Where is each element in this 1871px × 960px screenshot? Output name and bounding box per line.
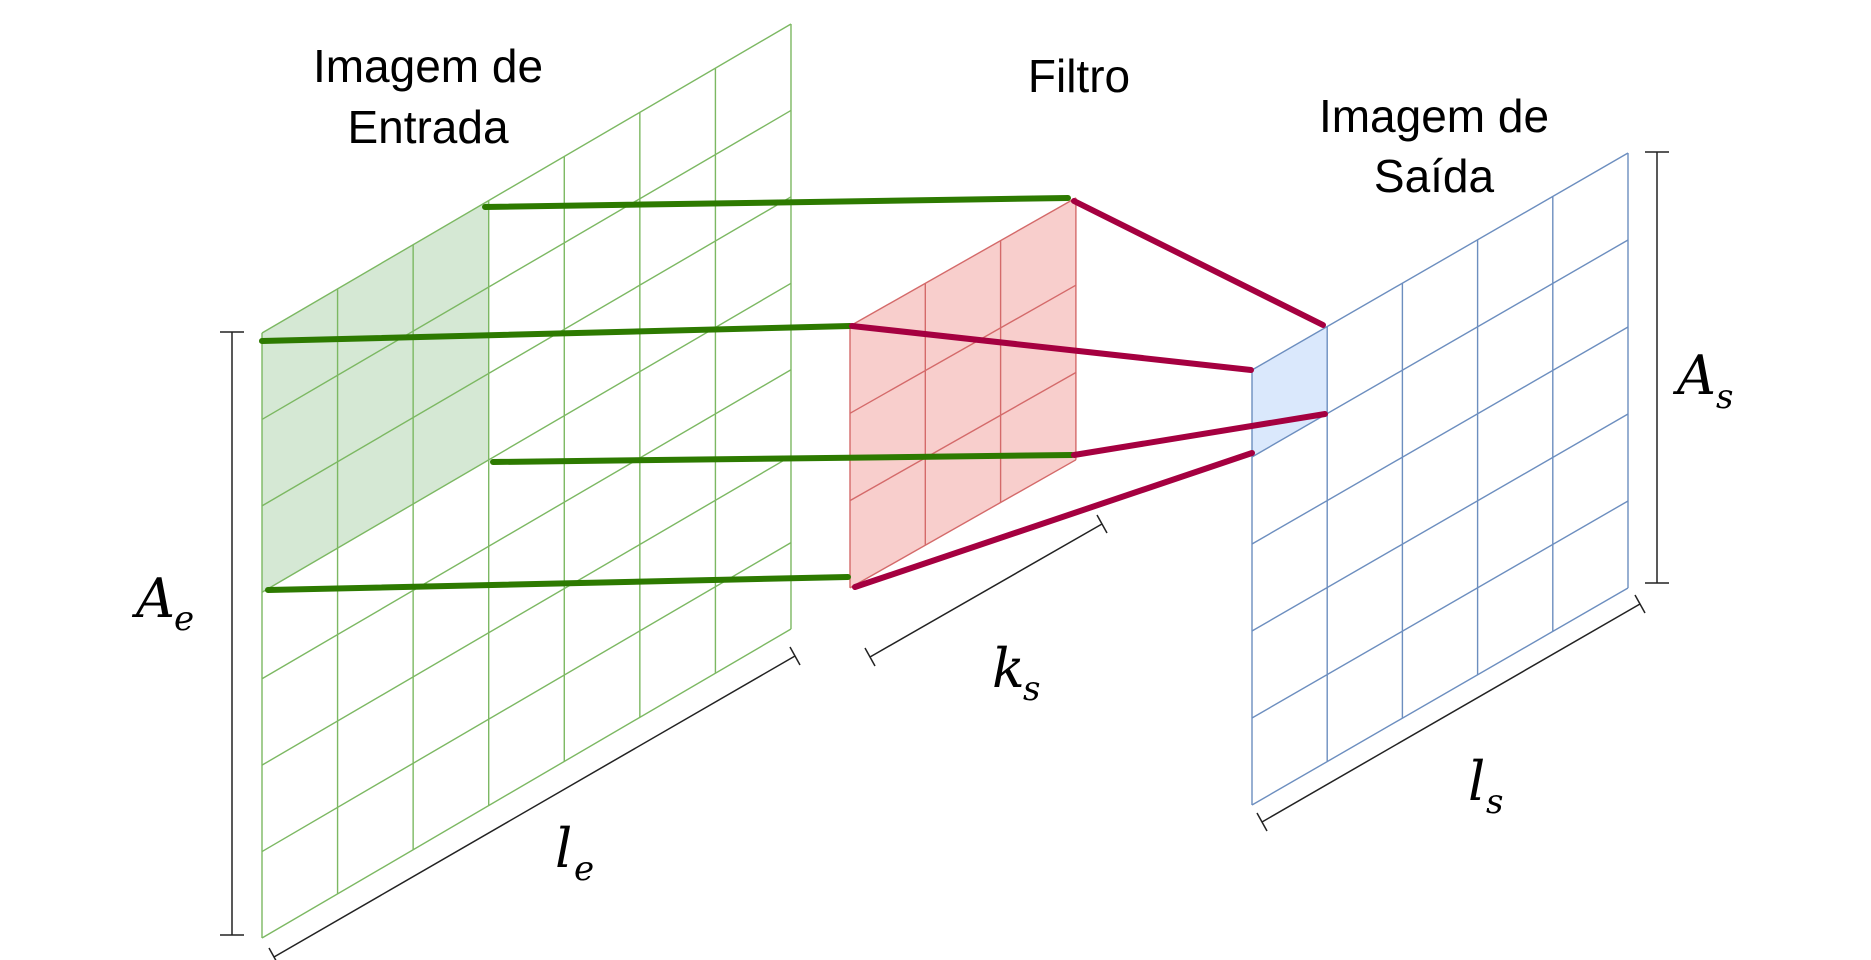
- input-height-symbol: A: [131, 567, 175, 630]
- output-height-subscript: s: [1716, 377, 1733, 417]
- input-image-title-line2: Entrada: [347, 101, 509, 153]
- connector-bottom-right: [490, 452, 1075, 465]
- output-width-dimension: [1256, 594, 1646, 832]
- filter-grid-horizontal-line: [849, 371, 1077, 502]
- output-highlight-region: [1252, 326, 1328, 457]
- output-image-grid: [1251, 152, 1629, 806]
- output-grid-horizontal-line: [1251, 326, 1629, 545]
- filter-title: Filtro: [1028, 50, 1130, 102]
- output-height-symbol: A: [1672, 344, 1716, 407]
- filter-grid-horizontal-line: [849, 459, 1077, 589]
- input-grid-horizontal-line: [261, 23, 792, 334]
- output-grid-horizontal-line: [1251, 500, 1629, 719]
- input-grid-horizontal-line: [261, 109, 792, 421]
- kernel-size-subscript: s: [1023, 669, 1040, 709]
- connector-top-left: [849, 323, 1254, 373]
- input-grid-horizontal-line: [261, 369, 792, 680]
- connector-bottom-left: [265, 574, 851, 593]
- kernel-size-dimension: [864, 514, 1108, 667]
- kernel-size-symbol: k: [992, 637, 1025, 700]
- input-image-grid: [261, 23, 792, 939]
- input-width-dimension: [268, 646, 801, 960]
- output-width-subscript: s: [1486, 782, 1503, 822]
- output-grid-horizontal-line: [1251, 152, 1629, 371]
- output-height-dimension: [1645, 151, 1669, 584]
- connector-top-left: [259, 323, 853, 344]
- input-width-symbol: l: [555, 817, 572, 880]
- output-grid-horizontal-line: [1251, 239, 1629, 458]
- input-height-subscript: e: [174, 599, 194, 639]
- output-grid-horizontal-line: [1251, 413, 1629, 632]
- input-grid-horizontal-line: [261, 282, 792, 593]
- connector-top-right: [482, 195, 1071, 210]
- input-to-filter-connectors: [259, 195, 1075, 593]
- filter-grid-horizontal-line: [849, 197, 1077, 327]
- input-grid-horizontal-line: [261, 455, 792, 766]
- output-grid-horizontal-line: [1251, 587, 1629, 806]
- output-width-symbol: l: [1468, 750, 1485, 813]
- output-width-label: l s: [1468, 750, 1503, 822]
- filter-to-output-connectors: [849, 198, 1328, 590]
- input-highlight-region: [262, 200, 489, 593]
- filter-highlight-region: [850, 197, 1076, 588]
- kernel-size-label: k s: [992, 637, 1040, 709]
- input-image-title-line1: Imagem de: [313, 40, 543, 92]
- output-image-title-line2: Saída: [1374, 150, 1495, 202]
- input-grid-horizontal-line: [261, 541, 792, 853]
- input-grid-horizontal-line: [261, 628, 792, 939]
- input-height-label: A e: [131, 567, 194, 639]
- filter-grid: [849, 197, 1077, 589]
- output-image-title-line1: Imagem de: [1319, 90, 1549, 142]
- output-height-label: A s: [1672, 344, 1733, 417]
- connector-top-right: [1071, 198, 1326, 328]
- connector-bottom-left: [852, 450, 1255, 590]
- dimension-lines: [220, 151, 1669, 960]
- input-height-dimension: [220, 331, 244, 936]
- input-width-label: l e: [555, 817, 594, 889]
- connector-bottom-right: [1071, 411, 1328, 458]
- input-width-subscript: e: [574, 849, 594, 889]
- input-grid-horizontal-line: [261, 196, 792, 507]
- filter-grid-horizontal-line: [849, 284, 1077, 414]
